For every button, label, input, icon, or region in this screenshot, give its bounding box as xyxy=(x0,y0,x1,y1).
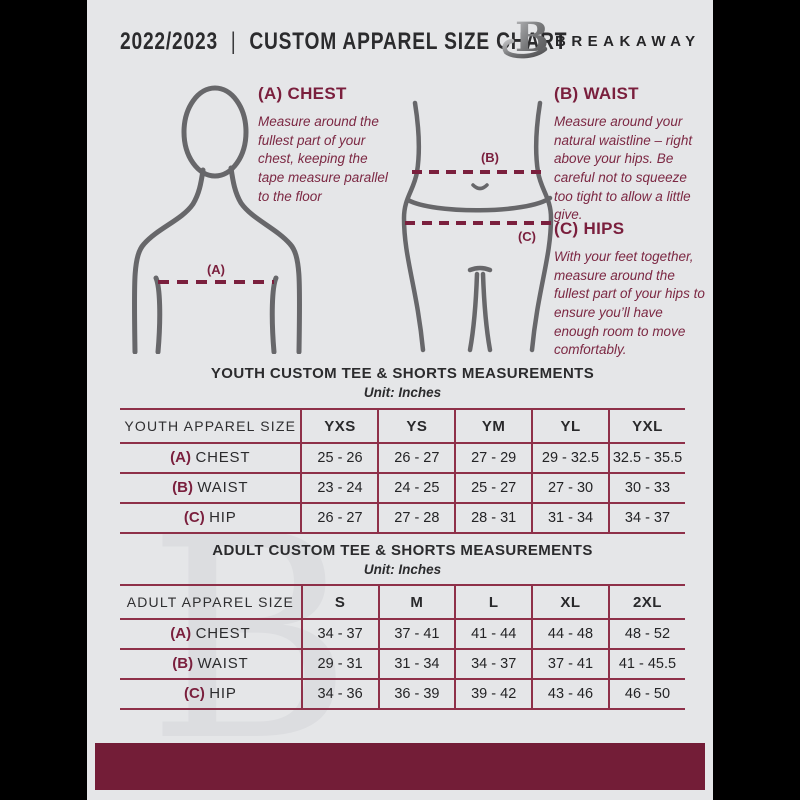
size-col-ym: YM xyxy=(454,409,533,443)
cell: 25 - 26 xyxy=(300,443,379,473)
size-chart-page: 2022/2023 | CUSTOM APPAREL SIZE CHART B … xyxy=(87,0,713,800)
cell: 34 - 37 xyxy=(300,619,379,649)
size-col-yl: YL xyxy=(531,409,609,443)
cell: 23 - 24 xyxy=(300,473,379,503)
adult-table-title: ADULT CUSTOM TEE & SHORTS MEASUREMENTS xyxy=(212,542,593,559)
chest-instruction: (A) CHEST Measure around the fullest par… xyxy=(258,84,394,206)
hips-body-text: With your feet together, measure around … xyxy=(554,249,705,358)
cell: 32.5 - 35.5 xyxy=(607,443,685,473)
cell: 26 - 27 xyxy=(377,443,456,473)
cell: 44 - 48 xyxy=(531,619,609,649)
chest-body-text: Measure around the fullest part of your … xyxy=(258,114,388,204)
waist-line-label: (B) xyxy=(481,150,499,165)
cell: 34 - 36 xyxy=(300,679,379,709)
row-label: (C) HIP xyxy=(183,509,237,526)
cell: 39 - 42 xyxy=(454,679,533,709)
adult-size-table: ADULT APPAREL SIZE S M L XL 2XL (A) CHES… xyxy=(120,584,685,710)
adult-size-label: ADULT APPAREL SIZE xyxy=(126,594,295,610)
chest-line-label: (A) xyxy=(207,262,225,277)
adult-chest-row: (A) CHEST 34 - 37 37 - 41 41 - 44 44 - 4… xyxy=(120,619,685,649)
cell: 26 - 27 xyxy=(300,503,379,533)
row-label: (B) WAIST xyxy=(172,655,249,672)
row-label: (A) CHEST xyxy=(170,449,251,466)
cell: 31 - 34 xyxy=(377,649,456,679)
head-outline xyxy=(181,85,249,179)
size-col-2xl: 2XL xyxy=(607,585,685,619)
cell: 37 - 41 xyxy=(377,619,456,649)
cell: 24 - 25 xyxy=(377,473,456,503)
cell: 28 - 31 xyxy=(454,503,533,533)
size-col-l: L xyxy=(454,585,533,619)
waist-heading: (B) WAIST xyxy=(554,84,639,103)
adult-waist-row: (B) WAIST 29 - 31 31 - 34 34 - 37 37 - 4… xyxy=(120,649,685,679)
cell: 36 - 39 xyxy=(377,679,456,709)
breakaway-b-logo-icon: B xyxy=(502,14,549,61)
cell: 27 - 29 xyxy=(454,443,533,473)
cell: 43 - 46 xyxy=(531,679,609,709)
size-col-yxl: YXL xyxy=(607,409,685,443)
footer-bar xyxy=(95,743,705,790)
cell: 27 - 28 xyxy=(377,503,456,533)
row-label: (A) CHEST xyxy=(170,625,251,642)
waist-hips-diagram: (B) (C) xyxy=(401,100,556,353)
cell: 30 - 33 xyxy=(607,473,685,503)
hip-crease-line xyxy=(405,195,553,213)
row-label: (B) WAIST xyxy=(172,479,249,496)
size-col-s: S xyxy=(300,585,379,619)
adult-header-row: ADULT APPAREL SIZE S M L XL 2XL xyxy=(120,585,685,619)
cell: 37 - 41 xyxy=(531,649,609,679)
chest-heading: (A) CHEST xyxy=(258,84,347,103)
youth-table-title: YOUTH CUSTOM TEE & SHORTS MEASUREMENTS xyxy=(210,365,595,382)
cell: 31 - 34 xyxy=(531,503,609,533)
cell: 46 - 50 xyxy=(607,679,685,709)
cell: 34 - 37 xyxy=(454,649,533,679)
size-col-xl: XL xyxy=(531,585,609,619)
waist-body-text: Measure around your natural waistline – … xyxy=(554,114,693,223)
cell: 41 - 45.5 xyxy=(607,649,685,679)
size-col-ys: YS xyxy=(377,409,456,443)
navel xyxy=(471,183,489,191)
row-label: (C) HIP xyxy=(184,685,237,702)
cell: 29 - 32.5 xyxy=(531,443,609,473)
hips-heading: (C) HIPS xyxy=(554,219,625,238)
season-year: 2022/2023 xyxy=(120,28,218,55)
brand-name: BREAKAWAY xyxy=(555,33,701,50)
cell: 25 - 27 xyxy=(454,473,533,503)
cell: 29 - 31 xyxy=(300,649,379,679)
youth-size-label: YOUTH APPAREL SIZE xyxy=(124,418,297,434)
size-col-m: M xyxy=(377,585,456,619)
torso-chest-diagram: (A) xyxy=(131,85,303,354)
youth-header-row: YOUTH APPAREL SIZE YXS YS YM YL YXL xyxy=(120,409,685,443)
youth-waist-row: (B) WAIST 23 - 24 24 - 25 25 - 27 27 - 3… xyxy=(120,473,685,503)
youth-hip-row: (C) HIP 26 - 27 27 - 28 28 - 31 31 - 34 … xyxy=(120,503,685,533)
hips-instruction: (C) HIPS With your feet together, measur… xyxy=(554,219,708,360)
adult-hip-row: (C) HIP 34 - 36 36 - 39 39 - 42 43 - 46 … xyxy=(120,679,685,709)
waist-instruction: (B) WAIST Measure around your natural wa… xyxy=(554,84,706,225)
cell: 27 - 30 xyxy=(531,473,609,503)
youth-table-unit: Unit: Inches xyxy=(363,385,442,400)
youth-chest-row: (A) CHEST 25 - 26 26 - 27 27 - 29 29 - 3… xyxy=(120,443,685,473)
cell: 41 - 44 xyxy=(454,619,533,649)
cell: 48 - 52 xyxy=(607,619,685,649)
youth-size-table: YOUTH APPAREL SIZE YXS YS YM YL YXL (A) … xyxy=(120,408,685,534)
hips-line-label: (C) xyxy=(518,229,536,244)
cell: 34 - 37 xyxy=(607,503,685,533)
size-col-yxs: YXS xyxy=(300,409,379,443)
title-separator: | xyxy=(230,28,237,55)
adult-table-unit: Unit: Inches xyxy=(363,562,442,577)
